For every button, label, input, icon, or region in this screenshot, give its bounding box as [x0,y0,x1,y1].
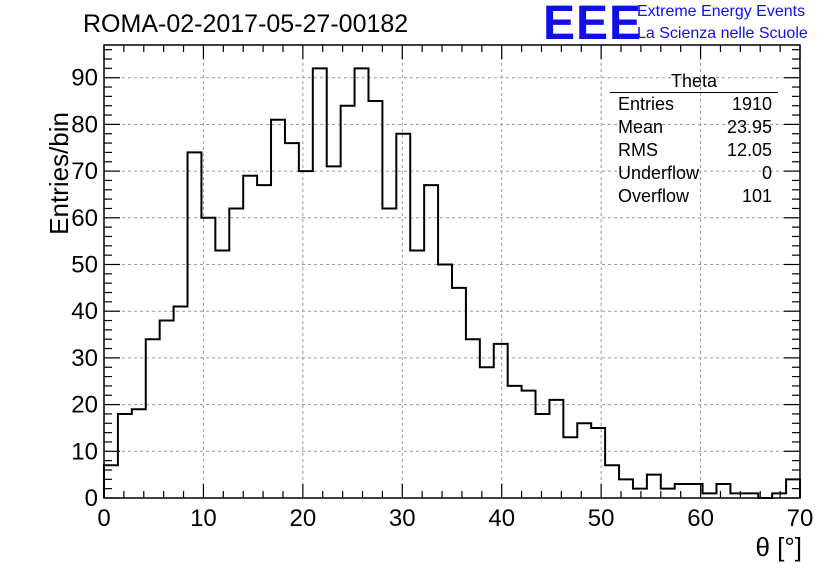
stats-row-mean: Mean 23.95 [610,116,778,139]
x-tick-label: 40 [488,505,515,532]
x-tick-label: 10 [190,505,217,532]
stats-label: RMS [618,140,658,160]
x-tick-label: 0 [97,505,110,532]
y-tick-label: 60 [71,205,98,232]
x-tick-label: 70 [787,505,814,532]
y-tick-label: 50 [71,251,98,278]
eee-logo: EEE [543,0,643,50]
stats-row-overflow: Overflow 101 [610,185,778,208]
stats-title: Theta [610,70,778,93]
histogram-outline [103,67,801,499]
stats-row-underflow: Underflow 0 [610,162,778,185]
stats-row-entries: Entries 1910 [610,93,778,116]
y-tick-label: 20 [71,392,98,419]
y-tick-label: 30 [71,345,98,372]
stats-value: 0 [761,163,772,183]
y-axis-label: Entries/bin [44,112,74,235]
y-tick-label: 70 [71,158,98,185]
stats-label: Entries [618,94,675,114]
stats-row-rms: RMS 12.05 [610,139,778,162]
y-tick-label: 80 [71,111,98,138]
x-tick-label: 50 [588,505,615,532]
x-axis-label: θ [°] [755,532,802,562]
x-tick-label: 20 [290,505,317,532]
y-tick-label: 90 [71,65,98,92]
axis-ticks [103,45,801,499]
stats-label: Overflow [618,186,690,206]
stats-value: 1910 [731,94,772,114]
stats-value: 101 [741,186,772,206]
org-name: Extreme Energy Events [637,3,806,20]
chart-title: ROMA-02-2017-05-27-00182 [83,10,409,38]
y-tick-label: 0 [85,485,98,512]
x-tick-label: 60 [687,505,714,532]
stats-box: Theta Entries 1910 Mean 23.95 RMS 12.05 … [610,70,778,208]
stats-label: Underflow [618,163,700,183]
stats-value: 12.05 [726,140,772,160]
x-tick-label: 30 [389,505,416,532]
y-tick-label: 40 [71,298,98,325]
plot-frame [103,44,801,499]
tick-labels: 0 10 20 30 40 50 60 70 0 10 20 30 40 50 60 70 80 90 [71,65,813,532]
stats-value: 23.95 [726,117,772,137]
stats-label: Mean [618,117,664,137]
org-subtitle: La Scienza nelle Scuole [637,25,808,42]
y-tick-label: 10 [71,438,98,465]
